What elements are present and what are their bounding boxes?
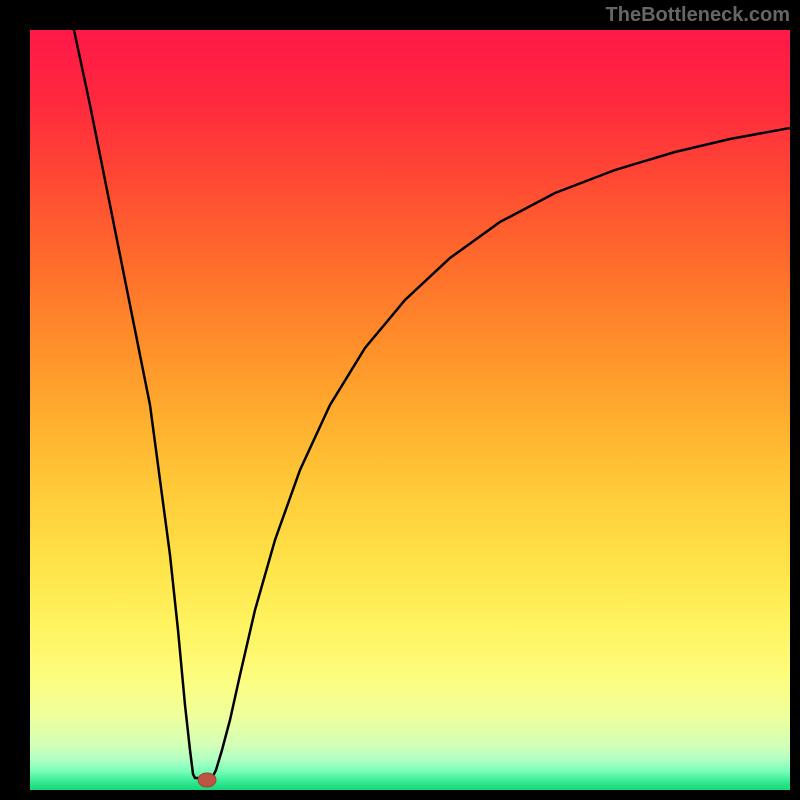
- plot-area: [30, 30, 790, 790]
- chart-container: TheBottleneck.com: [0, 0, 800, 800]
- watermark: TheBottleneck.com: [606, 4, 790, 27]
- optimal-point-marker: [198, 773, 216, 787]
- gradient-background: [30, 30, 790, 790]
